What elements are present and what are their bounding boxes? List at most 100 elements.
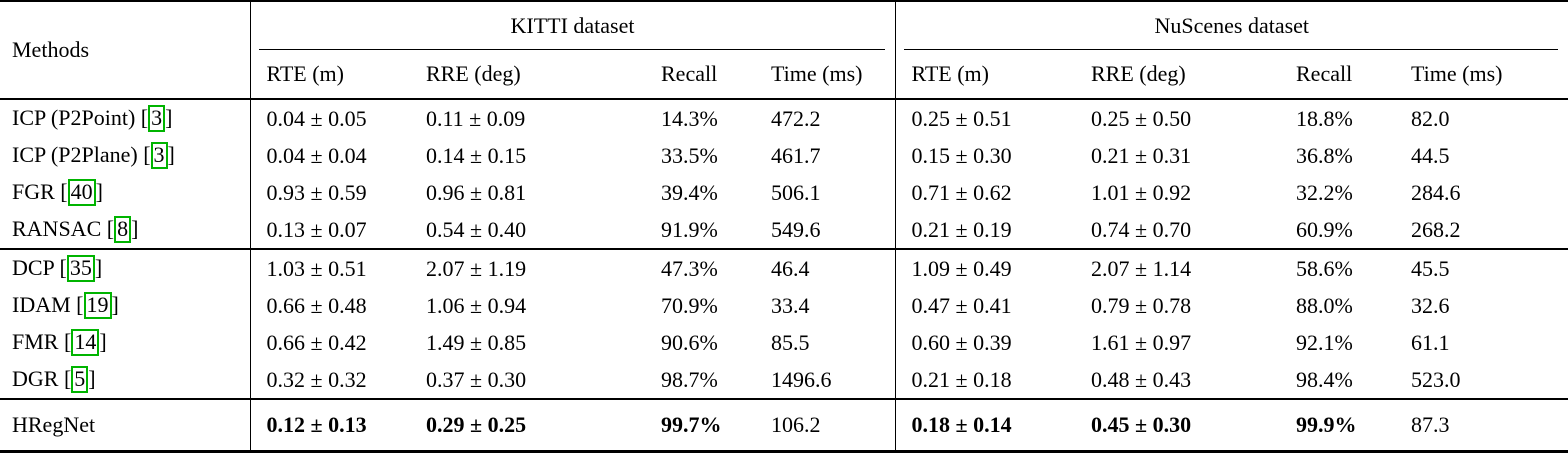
value-cell: 0.13 ± 0.07 xyxy=(249,211,410,249)
method-cell: FMR [14] xyxy=(12,329,107,356)
table-row: DGR [5] 0.32 ± 0.32 0.37 ± 0.30 98.7% 1496.6… xyxy=(0,361,1568,399)
table-row: ICP (P2Plane) [3] 0.04 ± 0.04 0.14 ± 0.15 3… xyxy=(0,137,1568,174)
col-header-nuscenes-rre: RRE (deg) xyxy=(1091,61,1186,86)
value-cell: 0.04 ± 0.05 xyxy=(249,99,410,137)
value-cell: 0.96 ± 0.81 xyxy=(426,179,527,205)
col-header-nuscenes-rte: RTE (m) xyxy=(894,50,1075,99)
method-label: HRegNet xyxy=(12,412,96,437)
value-cell: 0.47 ± 0.41 xyxy=(894,287,1075,324)
value-cell: 0.11 ± 0.09 xyxy=(426,105,526,131)
citation-link[interactable]: 8 xyxy=(114,216,132,243)
value-cell: 92.1% xyxy=(1296,329,1353,355)
method-group-classical-methods: ICP (P2Point) [3] 0.04 ± 0.05 0.11 ± 0.09 1… xyxy=(0,99,1568,249)
value-cell: 0.54 ± 0.40 xyxy=(426,216,527,242)
value-cell: 45.5 xyxy=(1411,255,1450,281)
method-group-proposed-method: HRegNet 0.12 ± 0.13 0.29 ± 0.25 99.7% 106.2 0… xyxy=(0,399,1568,452)
value-cell: 0.15 ± 0.30 xyxy=(894,137,1075,174)
value-cell: 0.66 ± 0.48 xyxy=(249,287,410,324)
table-row: RANSAC [8] 0.13 ± 0.07 0.54 ± 0.40 91.9% 549… xyxy=(0,211,1568,249)
dataset-header-row: Methods KITTI dataset NuScenes dataset xyxy=(0,1,1568,62)
method-cell: DCP [35] xyxy=(12,255,103,282)
value-cell: 0.74 ± 0.70 xyxy=(1091,216,1192,242)
value-cell: 0.37 ± 0.30 xyxy=(426,366,527,392)
value-cell: 1.61 ± 0.97 xyxy=(1091,329,1192,355)
method-label: DGR xyxy=(12,366,59,392)
method-cell: DGR [5] xyxy=(12,366,96,393)
value-cell: 0.14 ± 0.15 xyxy=(426,142,527,168)
table-row: IDAM [19] 0.66 ± 0.48 1.06 ± 0.94 70.9% 33.4… xyxy=(0,287,1568,324)
table-row: FMR [14] 0.66 ± 0.42 1.49 ± 0.85 90.6% 85.5 0… xyxy=(0,324,1568,361)
value-cell: 0.21 ± 0.19 xyxy=(894,211,1075,249)
value-cell: 2.07 ± 1.14 xyxy=(1091,255,1192,281)
value-cell: 87.3 xyxy=(1411,412,1450,437)
col-header-kitti-time: Time (ms) xyxy=(771,61,863,86)
value-cell: 0.18 ± 0.14 xyxy=(894,399,1075,452)
value-cell: 0.12 ± 0.13 xyxy=(249,399,410,452)
value-cell: 33.5% xyxy=(661,142,718,168)
value-cell: 88.0% xyxy=(1296,292,1353,318)
method-label: ICP (P2Point) xyxy=(12,105,136,131)
value-cell: 0.66 ± 0.42 xyxy=(249,324,410,361)
value-cell: 60.9% xyxy=(1296,216,1353,242)
value-cell: 91.9% xyxy=(661,216,718,242)
method-cell: FGR [40] xyxy=(12,179,103,206)
value-cell: 0.04 ± 0.04 xyxy=(249,137,410,174)
column-header-row: RTE (m) RRE (deg) Recall Time (ms) RTE (… xyxy=(0,50,1568,99)
value-cell: 0.48 ± 0.43 xyxy=(1091,366,1192,392)
method-label: DCP xyxy=(12,255,54,281)
col-header-kitti-rte: RTE (m) xyxy=(249,50,410,99)
value-cell: 0.93 ± 0.59 xyxy=(249,174,410,211)
value-cell: 0.60 ± 0.39 xyxy=(894,324,1075,361)
value-cell: 98.4% xyxy=(1296,366,1353,392)
table-row: ICP (P2Point) [3] 0.04 ± 0.05 0.11 ± 0.09 1… xyxy=(0,99,1568,137)
value-cell: 32.6 xyxy=(1411,292,1450,318)
value-cell: 472.2 xyxy=(771,105,821,131)
kitti-dataset-header: KITTI dataset xyxy=(249,1,895,50)
value-cell: 14.3% xyxy=(661,105,718,131)
citation-link[interactable]: 14 xyxy=(71,329,100,356)
value-cell: 33.4 xyxy=(771,292,810,318)
citation-link[interactable]: 5 xyxy=(71,366,89,393)
col-header-kitti-recall: Recall xyxy=(661,61,718,86)
methods-column-header: Methods xyxy=(12,37,89,62)
method-label: RANSAC xyxy=(12,216,102,242)
citation-link[interactable]: 35 xyxy=(66,255,95,282)
citation-link[interactable]: 3 xyxy=(150,142,168,169)
table-row: FGR [40] 0.93 ± 0.59 0.96 ± 0.81 39.4% 506.1… xyxy=(0,174,1568,211)
value-cell: 106.2 xyxy=(771,412,821,437)
value-cell: 58.6% xyxy=(1296,255,1353,281)
value-cell: 268.2 xyxy=(1411,216,1461,242)
value-cell: 99.9% xyxy=(1296,412,1357,437)
col-header-nuscenes-recall: Recall xyxy=(1296,61,1353,86)
value-cell: 0.32 ± 0.32 xyxy=(249,361,410,399)
value-cell: 1.01 ± 0.92 xyxy=(1091,179,1192,205)
value-cell: 0.71 ± 0.62 xyxy=(894,174,1075,211)
value-cell: 36.8% xyxy=(1296,142,1353,168)
method-group-learning-methods: DCP [35] 1.03 ± 0.51 2.07 ± 1.19 47.3% 46.4 1… xyxy=(0,249,1568,399)
value-cell: 46.4 xyxy=(771,255,810,281)
value-cell: 98.7% xyxy=(661,366,718,392)
value-cell: 1.06 ± 0.94 xyxy=(426,292,527,318)
citation-link[interactable]: 19 xyxy=(83,292,112,319)
value-cell: 47.3% xyxy=(661,255,718,281)
value-cell: 0.45 ± 0.30 xyxy=(1091,412,1192,437)
method-label: FMR xyxy=(12,329,59,355)
citation-link[interactable]: 40 xyxy=(67,179,96,206)
method-label: ICP (P2Plane) xyxy=(12,142,138,168)
method-cell: ICP (P2Point) [3] xyxy=(12,105,173,132)
value-cell: 18.8% xyxy=(1296,105,1353,131)
value-cell: 32.2% xyxy=(1296,179,1353,205)
table-row: HRegNet 0.12 ± 0.13 0.29 ± 0.25 99.7% 106.2 0… xyxy=(0,399,1568,452)
value-cell: 284.6 xyxy=(1411,179,1461,205)
value-cell: 549.6 xyxy=(771,216,821,242)
col-header-kitti-rre: RRE (deg) xyxy=(426,61,521,86)
table-row: DCP [35] 1.03 ± 0.51 2.07 ± 1.19 47.3% 46.4 1… xyxy=(0,249,1568,287)
value-cell: 90.6% xyxy=(661,329,718,355)
value-cell: 82.0 xyxy=(1411,105,1450,131)
value-cell: 0.21 ± 0.18 xyxy=(894,361,1075,399)
value-cell: 99.7% xyxy=(661,412,722,437)
value-cell: 44.5 xyxy=(1411,142,1450,168)
value-cell: 1496.6 xyxy=(771,366,832,392)
citation-link[interactable]: 3 xyxy=(148,105,166,132)
